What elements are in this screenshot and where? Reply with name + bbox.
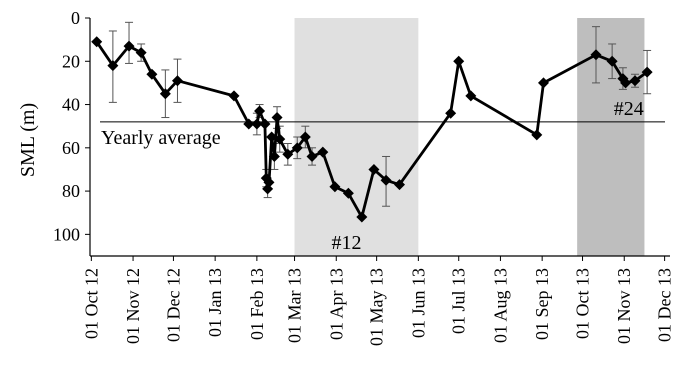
data-point [251,118,263,130]
x-tick-label: 01 Mar 13 [285,268,305,343]
x-tick-label: 01 Oct 13 [573,268,593,339]
x-tick-label: 01 Sep 13 [532,268,552,340]
data-point [228,90,240,102]
series-group [91,36,653,223]
x-tick-label: 01 Apr 13 [326,268,346,340]
data-point [271,112,283,124]
data-point [590,49,602,61]
data-point [342,187,354,199]
data-point [107,60,119,72]
data-point [299,131,311,143]
y-tick-label: 60 [62,138,80,158]
data-point [259,118,271,130]
data-point [620,77,632,89]
data-point [146,68,158,80]
data-point [159,88,171,100]
x-tick-label: 01 Jan 13 [205,268,225,337]
x-tick-label: 01 Oct 12 [81,268,101,339]
x-tick-label: 01 Jul 13 [449,268,469,334]
shaded-region [577,18,645,256]
yearly-average-label: Yearly average [101,127,221,149]
data-point [306,150,318,162]
axes: 0 20 40 60 80 100 01 Oct 12 01 Nov 12 01 Dec 12 0… [53,8,675,346]
data-point [445,107,457,119]
annotations: #12 #24 Yearly average [101,98,644,254]
data-point [266,131,278,143]
region-label: #24 [614,98,644,120]
data-point [171,75,183,87]
y-tick-label: 0 [71,8,80,28]
x-tick-label: 01 Aug 13 [490,268,510,343]
data-point [282,148,294,160]
x-tick-label: 01 Jun 13 [408,268,428,338]
y-tick-label: 20 [62,51,80,71]
data-point [606,55,618,67]
x-tick-label: 01 Dec 12 [163,268,183,342]
region-label: #12 [331,232,361,254]
y-axis-label: SML (m) [17,103,39,177]
data-point [123,40,135,52]
data-point [91,36,103,48]
x-tick-label: 01 Nov 12 [123,268,143,344]
data-point [641,66,653,78]
data-point [291,142,303,154]
data-point [368,163,380,175]
data-point [465,90,477,102]
y-tick-label: 80 [62,181,80,201]
y-tick-label: 40 [62,95,80,115]
data-point [254,105,266,117]
data-point [135,47,147,59]
data-point [453,55,465,67]
x-tick-label: 01 Feb 13 [247,268,267,340]
data-point [531,129,543,141]
x-tick-label: 01 Dec 13 [655,268,675,342]
data-point [356,211,368,223]
data-point [268,150,280,162]
data-point [329,181,341,193]
data-point [380,174,392,186]
x-tick-label: 01 May 13 [367,268,387,346]
y-tick-label: 100 [53,224,80,244]
data-point [629,75,641,87]
data-point [394,179,406,191]
x-tick-label: 01 Nov 13 [614,268,634,344]
data-point [243,118,255,130]
data-point [263,176,275,188]
data-point [317,146,329,158]
data-point [538,77,550,89]
shaded-region [294,18,419,256]
data-point [274,133,286,145]
